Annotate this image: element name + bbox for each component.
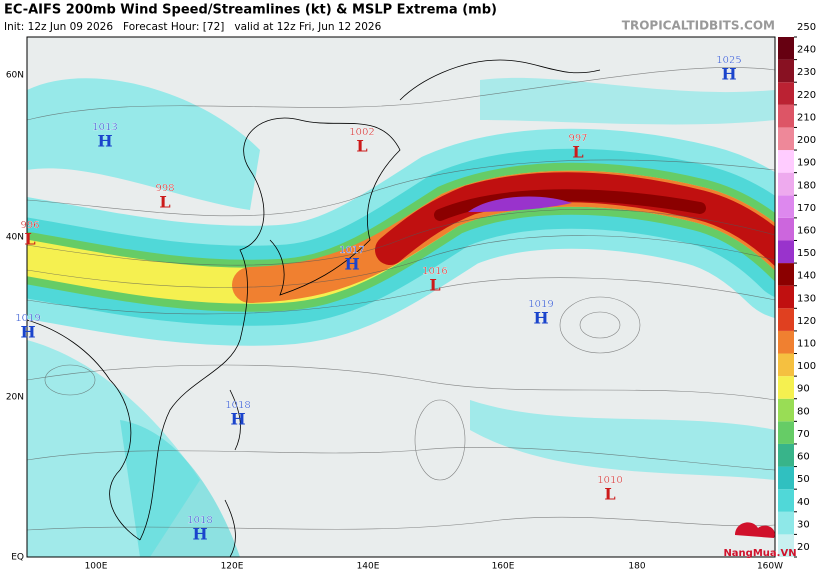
extremum-value: 1019 xyxy=(15,313,40,324)
colorbar-swatch xyxy=(778,421,794,444)
colorbar-swatch xyxy=(778,489,794,512)
colorbar-label: 50 xyxy=(797,474,810,485)
extremum-type: H xyxy=(230,410,245,429)
lat-label: 40N xyxy=(6,233,24,243)
colorbar: 20 30 40 50 60 70 80 90 100 110 120 130 140 150 160 170… xyxy=(778,22,816,558)
lon-label: 140E xyxy=(357,562,380,572)
colorbar-swatch xyxy=(778,240,794,264)
colorbar-swatch xyxy=(778,285,794,309)
map-frame xyxy=(26,36,776,558)
colorbar-swatch xyxy=(778,263,794,286)
extremum-value: 1017 xyxy=(339,245,364,256)
lat-label: 60N xyxy=(6,71,24,81)
colorbar-label: 80 xyxy=(797,406,810,417)
colorbar-label: 30 xyxy=(797,519,810,530)
extremum-value: 1002 xyxy=(349,127,374,138)
colorbar-swatch xyxy=(778,330,794,354)
colorbar-label: 230 xyxy=(797,67,816,78)
colorbar-label: 220 xyxy=(797,90,816,101)
lon-label: 160E xyxy=(492,562,515,572)
colorbar-label: 150 xyxy=(797,248,816,259)
site-watermark: TROPICALTIDBITS.COM xyxy=(622,19,775,33)
extremum-type: H xyxy=(20,323,35,342)
colorbar-swatch xyxy=(778,82,794,105)
extremum-value: 1019 xyxy=(528,299,553,310)
extremum-value: 998 xyxy=(155,183,174,194)
colorbar-label: 70 xyxy=(797,429,810,440)
colorbar-label: 20 xyxy=(797,542,810,553)
lat-label: 20N xyxy=(6,393,24,403)
lon-label: 120E xyxy=(221,562,244,572)
extremum-type: H xyxy=(192,525,207,544)
lat-labels: 60N 40N 20N EQ xyxy=(6,71,24,563)
lon-label: 100E xyxy=(85,562,108,572)
colorbar-swatch xyxy=(778,59,794,83)
extremum-type: H xyxy=(721,65,736,84)
colorbar-swatch xyxy=(778,353,794,377)
extremum-value: 1016 xyxy=(422,266,447,277)
title: EC-AIFS 200mb Wind Speed/Streamlines (kt… xyxy=(4,3,497,18)
lon-label: 180 xyxy=(628,562,645,572)
colorbar-label: 160 xyxy=(797,225,816,236)
colorbar-swatch xyxy=(778,217,794,241)
colorbar-swatch xyxy=(778,37,794,60)
colorbar-label: 90 xyxy=(797,384,810,395)
colorbar-label: 240 xyxy=(797,45,816,56)
colorbar-swatch xyxy=(778,150,794,173)
extremum-value: 1013 xyxy=(92,122,117,133)
colorbar-label: 190 xyxy=(797,158,816,169)
colorbar-label: 40 xyxy=(797,497,810,508)
extremum-type: L xyxy=(24,230,35,249)
extremum-value: 1010 xyxy=(597,475,622,486)
extremum-type: H xyxy=(97,132,112,151)
extremum-value: 997 xyxy=(568,133,587,144)
colorbar-swatch xyxy=(778,308,794,331)
extremum-type: H xyxy=(344,255,359,274)
colorbar-label: 250 xyxy=(797,22,816,33)
lon-labels: 100E 120E 140E 160E 180 160W xyxy=(85,562,784,572)
extremum-type: H xyxy=(533,309,548,328)
colorbar-swatch xyxy=(778,511,794,535)
extremum-value: 1025 xyxy=(716,55,741,66)
colorbar-label: 180 xyxy=(797,180,816,191)
extremum-type: L xyxy=(572,143,583,162)
colorbar-swatch xyxy=(778,398,794,422)
subtitle: Init: 12z Jun 09 2026 Forecast Hour: [72… xyxy=(4,21,382,33)
extremum-value: 996 xyxy=(20,220,39,231)
colorbar-label: 140 xyxy=(797,271,816,282)
colorbar-swatch xyxy=(778,104,794,128)
colorbar-label: 110 xyxy=(797,339,816,350)
wind-field xyxy=(27,37,775,557)
colorbar-label: 60 xyxy=(797,452,810,463)
extremum-type: L xyxy=(356,137,367,156)
colorbar-label: 200 xyxy=(797,135,816,146)
extremum-type: L xyxy=(429,276,440,295)
colorbar-swatch xyxy=(778,376,794,399)
colorbar-swatch xyxy=(778,466,794,490)
colorbar-swatch xyxy=(778,172,794,196)
lon-label: 160W xyxy=(757,562,783,572)
extremum-value: 1018 xyxy=(225,400,250,411)
colorbar-label: 130 xyxy=(797,293,816,304)
colorbar-swatch xyxy=(778,443,794,467)
colorbar-label: 170 xyxy=(797,203,816,214)
extremum-type: L xyxy=(159,193,170,212)
colorbar-swatch xyxy=(778,195,794,218)
colorbar-label: 210 xyxy=(797,112,816,123)
logo-text: NangMua.VN xyxy=(723,548,796,559)
colorbar-swatch xyxy=(778,127,794,151)
extremum-type: L xyxy=(604,485,615,504)
extremum-value: 1018 xyxy=(187,515,212,526)
logo: NangMua.VN xyxy=(723,522,797,559)
colorbar-label: 120 xyxy=(797,316,816,327)
lat-label: EQ xyxy=(11,553,24,563)
colorbar-label: 100 xyxy=(797,361,816,372)
colorbar-swatch xyxy=(778,534,794,557)
